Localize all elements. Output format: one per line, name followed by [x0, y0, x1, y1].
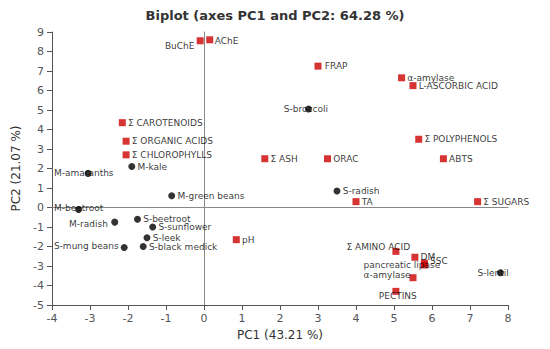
- svg-text:S-black medick: S-black medick: [149, 242, 218, 252]
- svg-text:2: 2: [277, 312, 284, 325]
- svg-text:Σ ASH: Σ ASH: [271, 154, 298, 164]
- svg-text:5: 5: [391, 312, 398, 325]
- svg-text:M-kale: M-kale: [138, 162, 168, 172]
- svg-text:0: 0: [37, 201, 44, 214]
- svg-text:pancreatic lipase: pancreatic lipase: [363, 260, 441, 270]
- svg-text:Σ POLYPHENOLS: Σ POLYPHENOLS: [424, 134, 497, 144]
- svg-text:Σ ORGANIC ACIDS: Σ ORGANIC ACIDS: [132, 136, 213, 146]
- svg-text:2: 2: [37, 162, 44, 175]
- svg-text:BuChE: BuChE: [165, 41, 195, 51]
- svg-text:AChE: AChE: [215, 36, 239, 46]
- svg-text:-4: -4: [33, 279, 44, 292]
- svg-text:S-sunflower: S-sunflower: [158, 222, 211, 232]
- svg-text:Σ SUGARS: Σ SUGARS: [483, 197, 529, 207]
- svg-text:1: 1: [37, 182, 44, 195]
- svg-text:L-ASCORBIC ACID: L-ASCORBIC ACID: [418, 80, 498, 91]
- svg-text:S-lentil: S-lentil: [478, 268, 509, 278]
- svg-text:3: 3: [315, 312, 322, 325]
- svg-text:0: 0: [201, 312, 208, 325]
- svg-text:ABTS: ABTS: [449, 154, 473, 164]
- svg-text:ORAC: ORAC: [333, 154, 358, 164]
- svg-text:1: 1: [239, 312, 246, 325]
- svg-text:9: 9: [37, 26, 44, 39]
- svg-text:7: 7: [467, 312, 474, 325]
- svg-text:-2: -2: [33, 240, 44, 253]
- svg-text:-1: -1: [33, 221, 44, 234]
- svg-text:Σ AMINO ACID: Σ AMINO ACID: [347, 242, 411, 252]
- svg-text:-1: -1: [161, 312, 172, 325]
- svg-text:M-radish: M-radish: [69, 219, 108, 229]
- svg-text:M-green beans: M-green beans: [177, 191, 244, 201]
- svg-text:TA: TA: [361, 197, 374, 207]
- svg-text:-4: -4: [47, 312, 58, 325]
- svg-text:Σ CAROTENOIDS: Σ CAROTENOIDS: [128, 118, 203, 128]
- svg-text:PECTINS: PECTINS: [379, 291, 417, 301]
- svg-text:4: 4: [353, 312, 360, 325]
- svg-text:S-radish: S-radish: [343, 186, 380, 196]
- svg-text:8: 8: [37, 45, 44, 58]
- svg-text:-5: -5: [33, 299, 44, 312]
- svg-text:α-amylase: α-amylase: [407, 73, 454, 83]
- svg-text:7: 7: [37, 65, 44, 78]
- svg-text:pH: pH: [242, 235, 254, 245]
- svg-text:8: 8: [505, 312, 512, 325]
- svg-text:3: 3: [37, 143, 44, 156]
- svg-text:M-beetroot: M-beetroot: [54, 203, 104, 213]
- svg-text:PC2 (21.07 %): PC2 (21.07 %): [9, 126, 23, 212]
- svg-text:M-amaranths: M-amaranths: [54, 168, 114, 178]
- svg-text:Biplot (axes PC1 and PC2: 64.2: Biplot (axes PC1 and PC2: 64.28 %): [146, 8, 405, 23]
- svg-text:FRAP: FRAP: [325, 61, 348, 71]
- svg-text:S-beetroot: S-beetroot: [143, 214, 191, 225]
- svg-text:S-mung beans: S-mung beans: [54, 241, 119, 251]
- svg-text:PC1 (43.21 %): PC1 (43.21 %): [237, 328, 323, 342]
- svg-text:-3: -3: [85, 312, 96, 325]
- svg-text:-2: -2: [123, 312, 134, 325]
- svg-text:6: 6: [37, 84, 44, 97]
- svg-text:Σ CHLOROPHYLLS: Σ CHLOROPHYLLS: [132, 150, 212, 160]
- svg-text:SSC: SSC: [430, 256, 448, 266]
- svg-text:5: 5: [37, 104, 44, 117]
- svg-text:S-leek: S-leek: [152, 232, 181, 243]
- svg-text:4: 4: [37, 123, 44, 136]
- svg-text:6: 6: [429, 312, 436, 325]
- svg-text:S-broccoli: S-broccoli: [284, 104, 328, 114]
- svg-text:α-amylase: α-amylase: [364, 270, 411, 280]
- svg-text:-3: -3: [33, 260, 44, 273]
